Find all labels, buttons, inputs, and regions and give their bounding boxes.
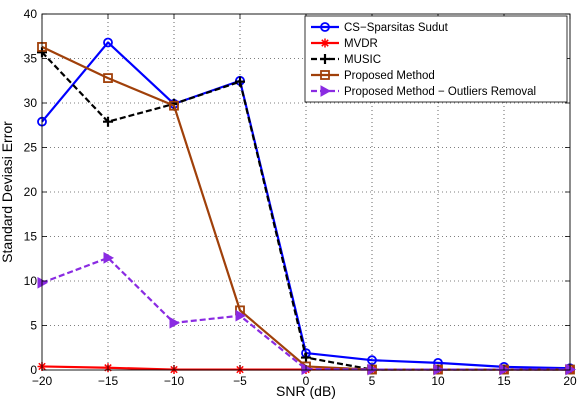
data-point-marker bbox=[301, 363, 313, 375]
y-tick-label: 5 bbox=[30, 319, 37, 333]
x-axis-label: SNR (dB) bbox=[276, 383, 336, 399]
data-point-marker bbox=[301, 352, 311, 363]
data-point-marker bbox=[37, 276, 49, 289]
data-point-marker bbox=[103, 73, 113, 83]
data-point-marker bbox=[320, 85, 332, 97]
data-point-marker bbox=[235, 309, 247, 322]
x-axis-ticks: −20 −15 −10 −5 0 5 10 15 20 bbox=[32, 14, 577, 388]
grid-lines bbox=[42, 14, 570, 370]
legend-label: MUSIC bbox=[344, 54, 381, 66]
data-point-marker bbox=[103, 252, 115, 264]
data-point-marker bbox=[320, 38, 330, 48]
legend-label: MVDR bbox=[344, 38, 378, 50]
y-tick-label: 40 bbox=[24, 7, 38, 21]
legend-label: Proposed Method bbox=[344, 70, 435, 82]
data-point-marker bbox=[320, 54, 330, 64]
x-tick-label: 20 bbox=[563, 374, 577, 388]
data-point-marker bbox=[103, 37, 113, 48]
y-axis-label: Standard Deviasi Error bbox=[0, 121, 15, 263]
y-tick-label: 15 bbox=[24, 230, 38, 244]
x-tick-label: −20 bbox=[32, 374, 53, 388]
data-point-marker bbox=[320, 70, 330, 80]
x-tick-label: 10 bbox=[431, 374, 445, 388]
legend-item: MVDR bbox=[311, 38, 378, 50]
legend-label: CS−Sparsitas Sudut bbox=[344, 22, 449, 34]
x-tick-label: 0 bbox=[303, 374, 310, 388]
legend-item: CS−Sparsitas Sudut bbox=[311, 22, 449, 34]
y-tick-label: 35 bbox=[24, 52, 38, 66]
x-tick-label: 5 bbox=[369, 374, 376, 388]
data-point-marker bbox=[320, 22, 330, 32]
legend-box bbox=[304, 15, 568, 103]
x-tick-label: −10 bbox=[164, 374, 185, 388]
y-tick-label: 0 bbox=[30, 363, 37, 377]
data-point-marker bbox=[169, 316, 181, 329]
legend-item: MUSIC bbox=[311, 54, 381, 66]
data-point-marker bbox=[103, 116, 113, 127]
y-tick-label: 10 bbox=[24, 274, 38, 288]
data-point-marker bbox=[235, 76, 245, 87]
legend-item: Proposed Method bbox=[311, 70, 435, 82]
x-tick-label: 15 bbox=[497, 374, 511, 388]
y-tick-label: 25 bbox=[24, 141, 38, 155]
data-point-marker bbox=[367, 355, 377, 366]
x-tick-label: −5 bbox=[233, 374, 247, 388]
data-point-marker bbox=[169, 100, 179, 111]
y-tick-label: 30 bbox=[24, 96, 38, 110]
y-tick-label: 20 bbox=[24, 185, 38, 199]
legend-label: Proposed Method − Outliers Removal bbox=[344, 86, 536, 98]
legend-item: Proposed Method − Outliers Removal bbox=[311, 85, 536, 98]
legend: CS−Sparsitas Sudut MVDR MUSIC Proposed Meth… bbox=[304, 15, 568, 103]
x-tick-label: −15 bbox=[98, 374, 119, 388]
